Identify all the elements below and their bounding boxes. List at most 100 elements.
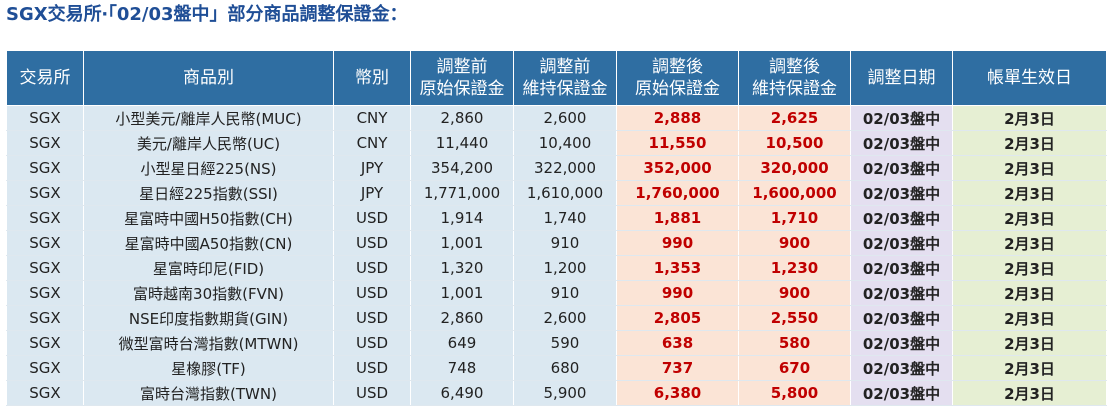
table-row: SGX 小型星日經225(NS) JPY 354,200 322,000 352,000 3… bbox=[6, 155, 1107, 181]
cell-product: 富時越南30指數(FVN) bbox=[83, 280, 334, 306]
header-product: 商品別 bbox=[83, 50, 334, 106]
cell-new-initial: 2,888 bbox=[616, 105, 739, 131]
cell-new-maint: 5,800 bbox=[738, 380, 851, 406]
cell-adjust-date: 02/03盤中 bbox=[850, 255, 953, 281]
cell-product: 美元/離岸人民幣(UC) bbox=[83, 130, 334, 156]
cell-product: NSE印度指數期貨(GIN) bbox=[83, 305, 334, 331]
header-new-maint-line2: 維持保證金 bbox=[752, 79, 837, 99]
cell-exchange: SGX bbox=[6, 155, 84, 181]
header-new-maint-line1: 調整後 bbox=[769, 57, 820, 77]
cell-product: 星橡膠(TF) bbox=[83, 355, 334, 381]
header-prev-maint: 調整前 維持保證金 bbox=[513, 50, 617, 106]
table-row: SGX 富時越南30指數(FVN) USD 1,001 910 990 900 02/03盤中… bbox=[6, 280, 1107, 306]
cell-effective-date: 2月3日 bbox=[952, 330, 1107, 356]
header-adjust-date: 調整日期 bbox=[850, 50, 953, 106]
cell-adjust-date: 02/03盤中 bbox=[850, 380, 953, 406]
cell-effective-date: 2月3日 bbox=[952, 180, 1107, 206]
cell-new-maint: 900 bbox=[738, 230, 851, 256]
table-row: SGX 星富時中國H50指數(CH) USD 1,914 1,740 1,881 1,710… bbox=[6, 205, 1107, 231]
cell-product: 小型星日經225(NS) bbox=[83, 155, 334, 181]
page-title: SGX交易所‧「02/03盤中」部分商品調整保證金： bbox=[6, 4, 408, 25]
table-header: 交易所 商品別 幣別 調整前 原始保證金 調整前 維持保證金 調整後 原始保證金… bbox=[6, 50, 1107, 106]
table-row: SGX 美元/離岸人民幣(UC) CNY 11,440 10,400 11,550 10,5… bbox=[6, 130, 1107, 156]
cell-new-maint: 580 bbox=[738, 330, 851, 356]
cell-prev-maint: 10,400 bbox=[513, 130, 617, 156]
cell-product: 微型富時台灣指數(MTWN) bbox=[83, 330, 334, 356]
cell-exchange: SGX bbox=[6, 380, 84, 406]
cell-adjust-date: 02/03盤中 bbox=[850, 280, 953, 306]
cell-exchange: SGX bbox=[6, 230, 84, 256]
cell-new-initial: 1,881 bbox=[616, 205, 739, 231]
cell-adjust-date: 02/03盤中 bbox=[850, 330, 953, 356]
cell-prev-maint: 910 bbox=[513, 280, 617, 306]
header-prev-maint-line1: 調整前 bbox=[539, 57, 591, 77]
header-prev-initial-line2: 原始保證金 bbox=[419, 79, 505, 99]
cell-new-maint: 320,000 bbox=[738, 155, 851, 181]
cell-product: 小型美元/離岸人民幣(MUC) bbox=[83, 105, 334, 131]
cell-new-initial: 2,805 bbox=[616, 305, 739, 331]
table-row: SGX 星橡膠(TF) USD 748 680 737 670 02/03盤中 2月3日 bbox=[6, 355, 1107, 381]
header-new-initial-line1: 調整後 bbox=[652, 57, 703, 77]
cell-product: 星富時中國A50指數(CN) bbox=[83, 230, 334, 256]
cell-new-initial: 638 bbox=[616, 330, 739, 356]
cell-adjust-date: 02/03盤中 bbox=[850, 130, 953, 156]
cell-prev-initial: 354,200 bbox=[410, 155, 514, 181]
cell-prev-initial: 11,440 bbox=[410, 130, 514, 156]
cell-currency: USD bbox=[333, 230, 411, 256]
cell-currency: USD bbox=[333, 305, 411, 331]
header-prev-maint-line2: 維持保證金 bbox=[522, 79, 608, 99]
cell-exchange: SGX bbox=[6, 255, 84, 281]
cell-prev-initial: 2,860 bbox=[410, 105, 514, 131]
cell-prev-initial: 649 bbox=[410, 330, 514, 356]
table-row: SGX 小型美元/離岸人民幣(MUC) CNY 2,860 2,600 2,888 2,62… bbox=[6, 105, 1107, 131]
cell-new-initial: 1,353 bbox=[616, 255, 739, 281]
header-currency: 幣別 bbox=[333, 50, 411, 106]
cell-prev-maint: 590 bbox=[513, 330, 617, 356]
cell-exchange: SGX bbox=[6, 305, 84, 331]
cell-exchange: SGX bbox=[6, 105, 84, 131]
cell-effective-date: 2月3日 bbox=[952, 355, 1107, 381]
cell-currency: CNY bbox=[333, 105, 411, 131]
cell-currency: JPY bbox=[333, 155, 411, 181]
cell-new-maint: 2,550 bbox=[738, 305, 851, 331]
cell-currency: JPY bbox=[333, 180, 411, 206]
cell-exchange: SGX bbox=[6, 205, 84, 231]
cell-prev-initial: 1,001 bbox=[410, 280, 514, 306]
cell-prev-maint: 2,600 bbox=[513, 305, 617, 331]
cell-prev-maint: 2,600 bbox=[513, 105, 617, 131]
cell-prev-initial: 1,771,000 bbox=[410, 180, 514, 206]
cell-new-maint: 2,625 bbox=[738, 105, 851, 131]
cell-effective-date: 2月3日 bbox=[952, 105, 1107, 131]
cell-new-initial: 990 bbox=[616, 280, 739, 306]
cell-prev-maint: 680 bbox=[513, 355, 617, 381]
cell-effective-date: 2月3日 bbox=[952, 155, 1107, 181]
table-row: SGX 富時台灣指數(TWN) USD 6,490 5,900 6,380 5,800 02/… bbox=[6, 380, 1107, 406]
cell-prev-initial: 1,914 bbox=[410, 205, 514, 231]
cell-prev-maint: 910 bbox=[513, 230, 617, 256]
table-row: SGX 微型富時台灣指數(MTWN) USD 649 590 638 580 02/03盤中 2… bbox=[6, 330, 1107, 356]
table-row: SGX NSE印度指數期貨(GIN) USD 2,860 2,600 2,805 2,550… bbox=[6, 305, 1107, 331]
cell-currency: USD bbox=[333, 255, 411, 281]
cell-exchange: SGX bbox=[6, 180, 84, 206]
cell-prev-maint: 322,000 bbox=[513, 155, 617, 181]
cell-prev-initial: 6,490 bbox=[410, 380, 514, 406]
cell-adjust-date: 02/03盤中 bbox=[850, 305, 953, 331]
cell-effective-date: 2月3日 bbox=[952, 255, 1107, 281]
cell-new-maint: 900 bbox=[738, 280, 851, 306]
cell-exchange: SGX bbox=[6, 330, 84, 356]
cell-effective-date: 2月3日 bbox=[952, 380, 1107, 406]
header-exchange: 交易所 bbox=[6, 50, 84, 106]
table-row: SGX 星富時印尼(FID) USD 1,320 1,200 1,353 1,230 02/0… bbox=[6, 255, 1107, 281]
cell-product: 星富時印尼(FID) bbox=[83, 255, 334, 281]
cell-prev-maint: 1,610,000 bbox=[513, 180, 617, 206]
cell-currency: USD bbox=[333, 355, 411, 381]
cell-new-initial: 737 bbox=[616, 355, 739, 381]
cell-effective-date: 2月3日 bbox=[952, 280, 1107, 306]
cell-currency: USD bbox=[333, 380, 411, 406]
cell-prev-maint: 5,900 bbox=[513, 380, 617, 406]
cell-product: 星富時中國H50指數(CH) bbox=[83, 205, 334, 231]
header-prev-initial-line1: 調整前 bbox=[436, 57, 488, 77]
cell-prev-maint: 1,200 bbox=[513, 255, 617, 281]
cell-new-initial: 990 bbox=[616, 230, 739, 256]
cell-product: 星日經225指數(SSI) bbox=[83, 180, 334, 206]
